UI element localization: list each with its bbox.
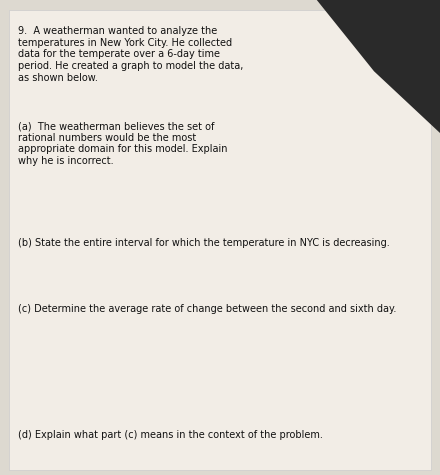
Text: 57: 57	[328, 77, 339, 86]
Text: (a)  The weatherman believes the set of
rational numbers would be the most
appro: (a) The weatherman believes the set of r…	[18, 121, 227, 166]
Text: 59: 59	[363, 72, 374, 81]
Text: (d) Explain what part (c) means in the context of the problem.: (d) Explain what part (c) means in the c…	[18, 430, 323, 440]
Title: Temperatures in New York City: Temperatures in New York City	[254, 26, 392, 35]
Text: (b) State the entire interval for which the temperature in NYC is decreasing.: (b) State the entire interval for which …	[18, 238, 389, 247]
Text: 9.  A weatherman wanted to analyze the
temperatures in New York City. He collect: 9. A weatherman wanted to analyze the te…	[18, 26, 243, 83]
Text: 50: 50	[258, 93, 268, 102]
Text: 50: 50	[293, 93, 303, 102]
Y-axis label: Degrees in Fahrenheit: Degrees in Fahrenheit	[189, 86, 198, 171]
Text: (c) Determine the average rate of change between the second and sixth day.: (c) Determine the average rate of change…	[18, 304, 396, 314]
Text: 44: 44	[225, 104, 235, 114]
X-axis label: Day: Day	[315, 238, 332, 247]
